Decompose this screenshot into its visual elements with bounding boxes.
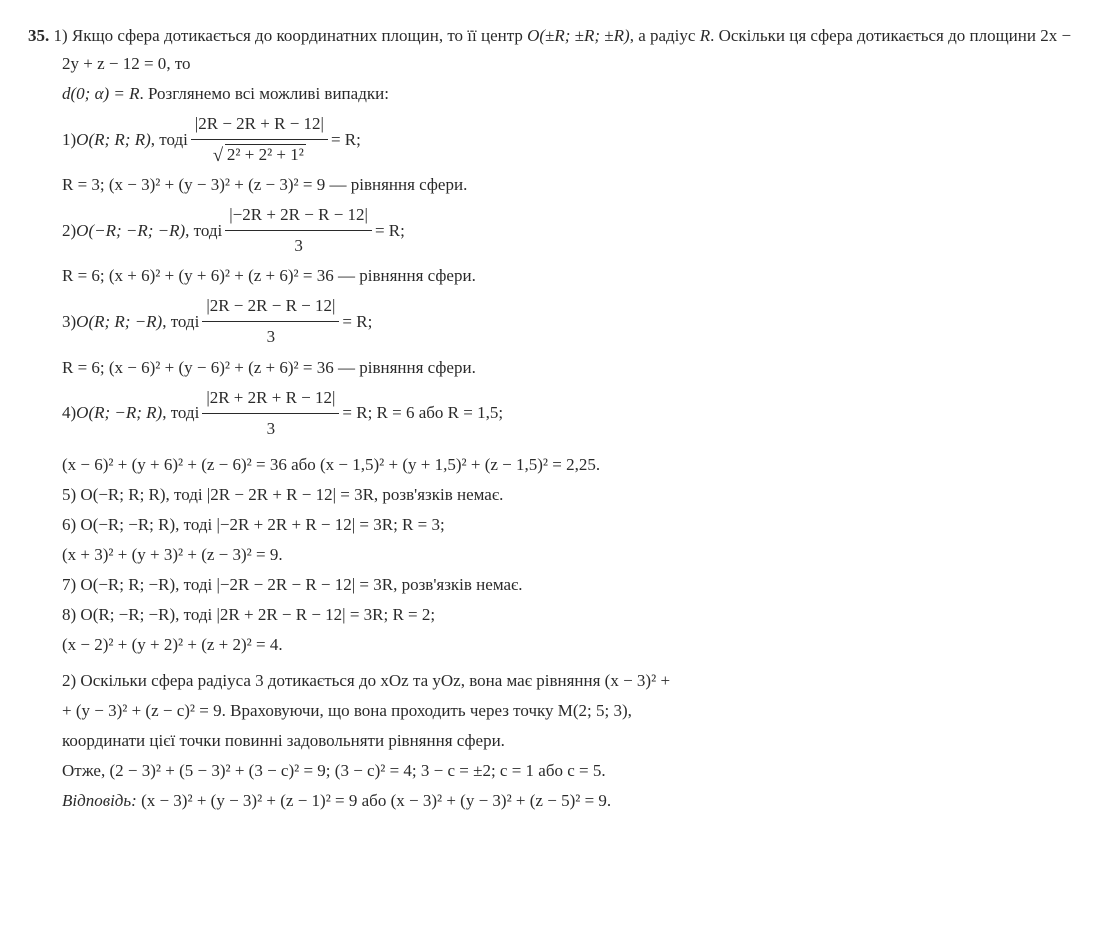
- case-1-den: 2² + 2² + 1²: [191, 140, 328, 169]
- part2-line-4: Отже, (2 − 3)² + (5 − 3)² + (3 − c)² = 9…: [28, 757, 1072, 785]
- part2-l1: Оскільки сфера радіуса 3 дотикається до …: [80, 671, 670, 690]
- intro-line-1: 35. 1) Якщо сфера дотикається до координ…: [28, 22, 1072, 78]
- intro-line-2: d(0; α) = R. Розглянемо всі можливі випа…: [28, 80, 1072, 108]
- intro-center: O(±R; ±R; ±R): [527, 26, 630, 45]
- intro-dist: d(0; α) = R: [62, 84, 140, 103]
- case-1-line: 1) O(R; R; R) , тоді |2R − 2R + R − 12| …: [28, 110, 1072, 169]
- case-1-fraction: |2R − 2R + R − 12| 2² + 2² + 1²: [191, 110, 328, 169]
- case-7-line: 7) O(−R; R; −R), тоді |−2R − 2R − R − 12…: [28, 571, 1072, 599]
- case-2-center: O(−R; −R; −R): [76, 217, 185, 245]
- math-solution-page: 35. 1) Якщо сфера дотикається до координ…: [0, 0, 1100, 841]
- case-2-den: 3: [225, 231, 372, 260]
- case-4-then: , тоді: [162, 399, 199, 427]
- part2-label: 2): [62, 671, 80, 690]
- case-6-result: (x + 3)² + (y + 3)² + (z − 3)² = 9.: [28, 541, 1072, 569]
- case-1-num: |2R − 2R + R − 12|: [191, 110, 328, 140]
- intro-radius: R: [700, 26, 710, 45]
- case-3-num: |2R − 2R − R − 12|: [202, 292, 339, 322]
- intro-text-1b: , а радіус: [630, 26, 700, 45]
- case-2-eq: = R;: [375, 217, 405, 245]
- case-1-center: O(R; R; R): [76, 126, 151, 154]
- case-3-result: R = 6; (x − 6)² + (y − 6)² + (z + 6)² = …: [28, 354, 1072, 382]
- case-1-den-inner: 2² + 2² + 1²: [225, 144, 306, 164]
- case-2-line: 2) O(−R; −R; −R) , тоді |−2R + 2R − R − …: [28, 201, 1072, 260]
- case-4-num: |2R + 2R + R − 12|: [202, 384, 339, 414]
- case-4-line: 4) O(R; −R; R) , тоді |2R + 2R + R − 12|…: [28, 384, 1072, 443]
- case-1-label: 1): [62, 126, 76, 154]
- case-2-result: R = 6; (x + 6)² + (y + 6)² + (z + 6)² = …: [28, 262, 1072, 290]
- case-8-line: 8) O(R; −R; −R), тоді |2R + 2R − R − 12|…: [28, 601, 1072, 629]
- case-1-eq: = R;: [331, 126, 361, 154]
- intro-text-1c: . Оскільки ця сфера дотикається до площи…: [710, 26, 1040, 45]
- answer-text: (x − 3)² + (y − 3)² + (z − 1)² = 9 або (…: [141, 791, 611, 810]
- case-8-result: (x − 2)² + (y + 2)² + (z + 2)² = 4.: [28, 631, 1072, 659]
- case-4-result: (x − 6)² + (y + 6)² + (z − 6)² = 36 або …: [28, 451, 1072, 479]
- case-4-label: 4): [62, 399, 76, 427]
- case-4-fraction: |2R + 2R + R − 12| 3: [202, 384, 339, 443]
- case-1-then: , тоді: [151, 126, 188, 154]
- case-3-label: 3): [62, 308, 76, 336]
- problem-number: 35.: [28, 26, 49, 45]
- case-3-fraction: |2R − 2R − R − 12| 3: [202, 292, 339, 351]
- case-3-eq: = R;: [342, 308, 372, 336]
- case-3-den: 3: [202, 322, 339, 351]
- case-5-line: 5) O(−R; R; R), тоді |2R − 2R + R − 12| …: [28, 481, 1072, 509]
- part2-line-1: 2) Оскільки сфера радіуса 3 дотикається …: [28, 667, 1072, 695]
- sqrt-icon: 2² + 2² + 1²: [213, 141, 306, 169]
- intro-text-1d: , то: [166, 54, 190, 73]
- case-3-line: 3) O(R; R; −R) , тоді |2R − 2R − R − 12|…: [28, 292, 1072, 351]
- intro-text-2b: . Розглянемо всі можливі випадки:: [140, 84, 389, 103]
- case-4-den: 3: [202, 414, 339, 443]
- case-2-num: |−2R + 2R − R − 12|: [225, 201, 372, 231]
- case-6-line: 6) O(−R; −R; R), тоді |−2R + 2R + R − 12…: [28, 511, 1072, 539]
- case-4-eq: = R; R = 6 або R = 1,5;: [342, 399, 503, 427]
- part2-line-3: координати цієї точки повинні задовольня…: [28, 727, 1072, 755]
- case-4-center: O(R; −R; R): [76, 399, 162, 427]
- part2-line-2: + (y − 3)² + (z − c)² = 9. Враховуючи, щ…: [28, 697, 1072, 725]
- case-2-fraction: |−2R + 2R − R − 12| 3: [225, 201, 372, 260]
- case-3-center: O(R; R; −R): [76, 308, 162, 336]
- case-3-then: , тоді: [162, 308, 199, 336]
- answer-label: Відповідь:: [62, 791, 141, 810]
- intro-text-1a: Якщо сфера дотикається до координатних п…: [72, 26, 527, 45]
- part-label: 1): [54, 26, 68, 45]
- case-2-then: , тоді: [185, 217, 222, 245]
- case-2-label: 2): [62, 217, 76, 245]
- case-1-result: R = 3; (x − 3)² + (y − 3)² + (z − 3)² = …: [28, 171, 1072, 199]
- part2-answer: Відповідь: (x − 3)² + (y − 3)² + (z − 1)…: [28, 787, 1072, 815]
